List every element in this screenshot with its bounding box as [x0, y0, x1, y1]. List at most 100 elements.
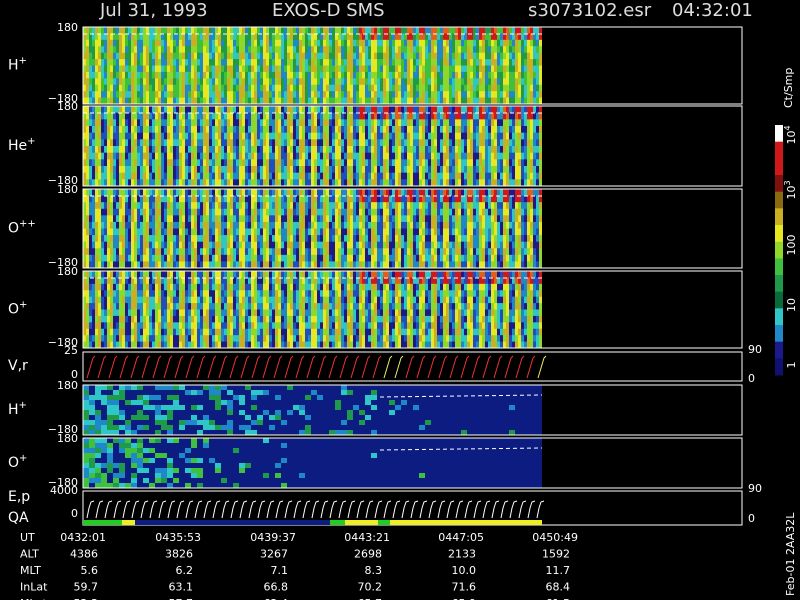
spectrum-cell: [107, 159, 110, 167]
spectrum-cell: [332, 112, 335, 120]
spectrum-cell: [365, 221, 368, 229]
spectrum-cell: [311, 91, 314, 99]
spectrum-cell: [359, 228, 362, 236]
spectrum-cell: [251, 215, 254, 223]
spectrum-cell: [434, 139, 437, 147]
spectrum-cell: [401, 84, 404, 92]
spectrum-cell: [161, 132, 164, 140]
spectrum-cell: [350, 146, 353, 154]
spectrum-cell: [503, 46, 506, 54]
spectrum-cell: [197, 215, 200, 223]
spectrum-cell: [536, 159, 539, 167]
spectrum-cell: [143, 126, 146, 134]
spectrum-cell: [428, 39, 431, 47]
spectrum-cell: [296, 46, 299, 54]
spectrum-cell: [266, 208, 269, 216]
spectrum-cell: [143, 112, 146, 120]
spectrum-cell: [206, 235, 209, 243]
spectrum-cell: [314, 27, 317, 34]
spectrum-cell: [287, 126, 290, 134]
spectrum-cell: [473, 52, 476, 60]
spectrum-cell: [272, 189, 275, 197]
spectrum-cell: [284, 228, 287, 236]
spectrum-cell: [302, 189, 305, 197]
spectrum-cell: [500, 33, 503, 41]
spectrum-cell: [419, 159, 422, 167]
spectrum-cell: [167, 221, 170, 229]
spectrum-cell: [179, 71, 182, 79]
spectrum-cell: [272, 78, 275, 86]
spectrum-cell: [242, 215, 245, 223]
spectrum-cell: [143, 78, 146, 86]
spectrum-cell: [389, 139, 392, 147]
spectrum-cell: [263, 78, 266, 86]
spectrum-cell: [182, 84, 185, 92]
spectrum-cell: [260, 152, 263, 160]
spectrum-cell: [308, 152, 311, 160]
spectrum-cell: [410, 33, 413, 41]
spectrum-cell: [332, 59, 335, 66]
spectrum-cell: [200, 235, 203, 243]
spectrum-cell: [305, 132, 308, 140]
spectrum-cell: [194, 221, 197, 229]
spectrum-cell: [137, 33, 140, 41]
spectrum-cell: [458, 33, 461, 41]
spectrum-cell: [434, 52, 437, 60]
spectrum-cell: [296, 179, 299, 187]
spectrum-cell: [338, 202, 341, 210]
spectrum-cell: [113, 119, 116, 127]
spectrum-cell: [299, 27, 302, 34]
spectrum-cell: [170, 52, 173, 60]
spectrum-cell: [323, 208, 326, 216]
spectrum-cell: [413, 106, 416, 114]
spectrum-cell: [239, 228, 242, 236]
spectrum-cell: [206, 172, 209, 180]
spectrum-cell: [398, 132, 401, 140]
spectrum-cell: [95, 91, 98, 99]
spectrum-cell: [428, 119, 431, 127]
spectrum-cell: [341, 195, 344, 203]
spectrum-cell: [104, 261, 107, 269]
spectrum-cell: [206, 139, 209, 147]
spectrum-cell: [413, 78, 416, 86]
spectrum-cell: [278, 261, 281, 269]
spectrum-cell: [272, 208, 275, 216]
spectrum-cell: [125, 248, 128, 256]
spectrum-cell: [410, 126, 413, 134]
spectrum-cell: [281, 235, 284, 243]
spectrum-cell: [305, 189, 308, 197]
spectrum-cell: [98, 254, 101, 262]
spectrum-cell: [245, 106, 248, 114]
spectrum-cell: [284, 261, 287, 269]
spectrum-cell: [536, 97, 539, 105]
spectrum-cell: [224, 241, 227, 249]
spectrum-cell: [440, 179, 443, 187]
spectrum-cell: [182, 215, 185, 223]
spectrum-cell: [398, 126, 401, 134]
spectrum-cell: [152, 254, 155, 262]
spectrum-cell: [512, 33, 515, 41]
spectrum-cell: [509, 71, 512, 79]
spectrum-cell: [491, 46, 494, 54]
date: Jul 31, 1993: [99, 0, 208, 21]
spectrum-cell: [245, 208, 248, 216]
spectrum-cell: [137, 248, 140, 256]
spectrum-cell: [380, 78, 383, 86]
spectrum-cell: [101, 202, 104, 210]
spectrum-cell: [254, 189, 257, 197]
spectrum-cell: [152, 84, 155, 92]
spectrum-cell: [95, 112, 98, 120]
spectrum-cell: [104, 126, 107, 134]
spectrum-cell: [521, 106, 524, 114]
spectrum-cell: [230, 208, 233, 216]
spectrum-cell: [140, 221, 143, 229]
spectrum-cell: [167, 91, 170, 99]
spectrum-cell: [401, 52, 404, 60]
spectrum-cell: [203, 59, 206, 66]
spectrum-cell: [338, 106, 341, 114]
spectrum-cell: [155, 71, 158, 79]
spectrum-cell: [386, 202, 389, 210]
spectrum-cell: [83, 106, 86, 114]
spectrum-cell: [92, 119, 95, 127]
spectrum-cell: [278, 59, 281, 66]
